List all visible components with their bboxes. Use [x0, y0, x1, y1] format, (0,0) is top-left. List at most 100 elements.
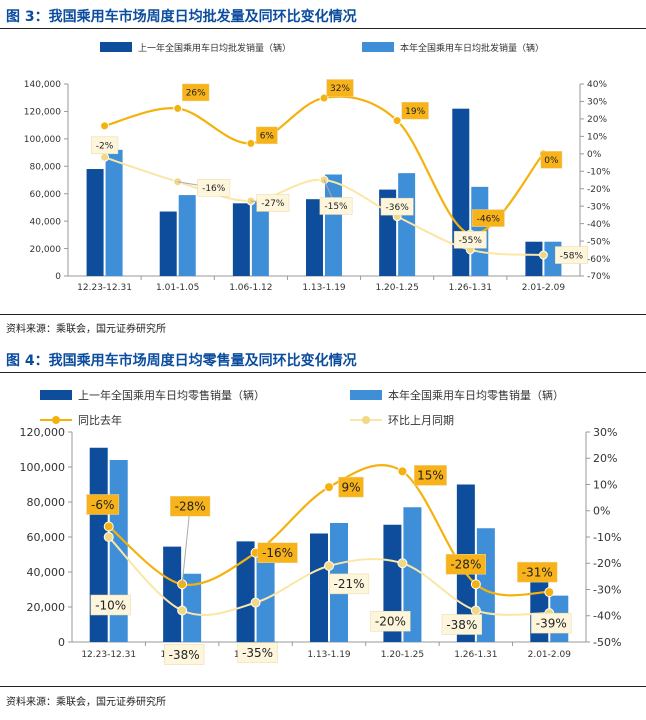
- y-tick-label: 20,000: [30, 245, 62, 255]
- mom-data-label-box: [197, 178, 231, 197]
- y2-tick-label: -20%: [593, 557, 621, 570]
- yoy-data-label-box: [257, 542, 298, 563]
- yoy-data-label: -28%: [450, 558, 481, 572]
- mom-data-label-box: [319, 197, 353, 215]
- bar-current-year: [183, 573, 202, 642]
- yoy-data-label-box: [86, 494, 120, 515]
- legend-swatch-prev: [100, 42, 132, 52]
- legend-swatch-curr: [362, 42, 394, 52]
- yoy-data-label: -6%: [91, 498, 114, 512]
- mom-data-label-box: [328, 573, 370, 595]
- x-tick-label: 2.01-2.09: [522, 283, 566, 293]
- figure-4-source-rule: [0, 686, 646, 687]
- yoy-point: [103, 521, 114, 532]
- y2-tick-label: -30%: [593, 583, 621, 596]
- legend-label-prev: 上一年全国乘用车日均批发销量（辆）: [138, 42, 291, 54]
- mom-data-label: -27%: [261, 199, 285, 209]
- yoy-data-label-leader: [181, 506, 191, 585]
- y-tick-label: 40,000: [27, 566, 66, 579]
- y-tick-label: 100,000: [20, 461, 66, 474]
- yoy-point: [324, 482, 334, 493]
- bar-current-year: [403, 507, 422, 642]
- legend-label-curr: 本年全国乘用车日均零售销量（辆）: [388, 388, 564, 402]
- legend-label-curr: 本年全国乘用车日均批发销量（辆）: [400, 42, 544, 54]
- bar-prev-year: [163, 546, 182, 642]
- figure-3-source: 资料来源：乘联会，国元证券研究所: [6, 324, 166, 335]
- yoy-data-label-box: [471, 209, 505, 227]
- mom-data-label-box: [90, 594, 131, 616]
- yoy-point: [392, 116, 402, 126]
- y-tick-label: 80,000: [30, 163, 62, 173]
- yoy-data-label: 9%: [341, 480, 360, 494]
- chart-wholesale: 0 20,000 40,000 60,000 80,000 100,000 120,000 1…: [24, 42, 611, 293]
- x-tick-label: 1.01-1.05: [156, 283, 199, 293]
- mom-point: [538, 250, 548, 260]
- yoy-data-label-box: [170, 496, 211, 517]
- mom-data-label: -36%: [386, 203, 410, 213]
- yoy-point: [100, 121, 110, 131]
- y2-tick-label: 40%: [587, 80, 607, 90]
- y2-tick-label: 0%: [587, 150, 602, 160]
- mom-data-label-box: [453, 231, 487, 249]
- yoy-data-label-box: [445, 554, 486, 575]
- mom-data-label: -16%: [202, 184, 226, 194]
- yoy-data-label: 15%: [417, 469, 444, 483]
- legend-swatch-curr: [350, 390, 382, 400]
- x-tick-label: 12.23-12.31: [81, 650, 136, 660]
- yoy-data-label-box: [182, 83, 210, 102]
- x-tick-label: 1.13-1.19: [307, 650, 351, 660]
- mom-point: [324, 560, 334, 571]
- yoy-point: [470, 579, 481, 590]
- yoy-data-label-box: [540, 151, 563, 169]
- yoy-data-label: 32%: [330, 84, 350, 94]
- yoy-point: [319, 93, 329, 103]
- y2-tick-label: -60%: [587, 255, 611, 265]
- y2-tick-label: -50%: [587, 237, 611, 247]
- mom-data-label-box: [441, 614, 482, 635]
- bar-current-year: [105, 149, 123, 276]
- mom-data-label: -35%: [242, 646, 273, 660]
- y-tick-label: 0: [58, 636, 65, 649]
- mom-data-label: -38%: [446, 618, 477, 632]
- x-tick-label: 1.26-1.31: [454, 650, 497, 660]
- legend-marker-mom: [362, 416, 370, 424]
- bar-prev-year: [306, 199, 323, 276]
- bar-current-year: [256, 549, 275, 642]
- bar-prev-year: [86, 169, 104, 276]
- x-tick-label: 1.20-1.25: [375, 283, 418, 293]
- yoy-data-label: 19%: [405, 107, 425, 117]
- y-tick-label: 120,000: [20, 426, 66, 439]
- y2-tick-label: 10%: [593, 478, 617, 491]
- yoy-point: [246, 138, 256, 148]
- y2-tick-label: -20%: [587, 185, 611, 195]
- figure-4-title: 图 4：我国乘用车市场周度日均零售量及同环比变化情况: [6, 353, 357, 369]
- yoy-data-label-box: [517, 561, 558, 583]
- legend-label-yoy: 同比去年: [78, 413, 122, 427]
- y-tick-label: 80,000: [27, 496, 66, 509]
- figure-3-title: 图 3：我国乘用车市场周度日均批发量及同环比变化情况: [6, 9, 357, 25]
- mom-data-label: -58%: [560, 251, 584, 261]
- mom-data-label-box: [237, 642, 278, 663]
- mom-data-label: -15%: [324, 202, 348, 212]
- mom-data-label-box: [555, 246, 588, 264]
- y2-tick-label: 30%: [593, 426, 617, 439]
- yoy-point: [544, 587, 555, 598]
- y-tick-label: 40,000: [30, 217, 62, 227]
- bar-prev-year: [525, 241, 543, 276]
- y2-tick-label: -40%: [593, 610, 621, 623]
- mom-point: [103, 532, 114, 542]
- y2-tick-label: 30%: [587, 98, 607, 108]
- yoy-data-label: -31%: [522, 565, 553, 579]
- y-tick-label: 60,000: [27, 531, 66, 544]
- y2-tick-label: -50%: [593, 636, 621, 649]
- yoy-data-label: -16%: [262, 546, 293, 560]
- bar-prev-year: [232, 203, 250, 276]
- bar-current-year: [178, 195, 196, 276]
- mom-data-label: -10%: [95, 598, 126, 612]
- yoy-data-label: -46%: [477, 214, 501, 224]
- legend-swatch-prev: [40, 390, 72, 400]
- x-tick-label: 1.26-1.31: [449, 283, 492, 293]
- yoy-point: [173, 103, 183, 113]
- bar-prev-year: [236, 541, 255, 642]
- yoy-data-label: 26%: [186, 89, 206, 99]
